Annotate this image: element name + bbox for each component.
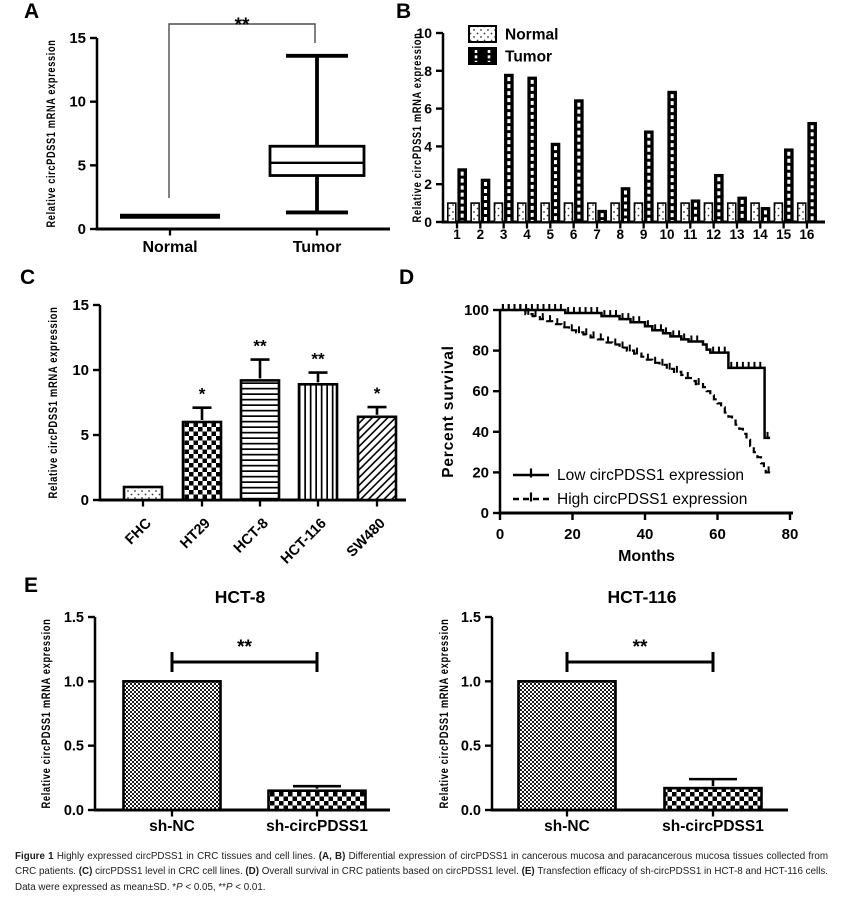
svg-text:HCT-116: HCT-116 [278,516,330,568]
panel-d-survival-curve: 0 20 40 60 80 100 Percent survival 0 20 40 60 80 Mon… [440,302,799,565]
svg-text:1.5: 1.5 [64,610,84,626]
svg-text:2: 2 [477,227,485,242]
svg-text:60: 60 [709,526,726,543]
svg-text:40: 40 [637,526,654,543]
svg-text:**: ** [311,350,325,369]
panel-e-hct8-bar-chart: 0.0 0.5 1.0 1.5 Relative circPDSS1 mRNA expr… [41,587,390,835]
svg-text:0: 0 [78,221,86,238]
svg-text:15: 15 [72,297,89,314]
svg-text:sh-circPDSS1: sh-circPDSS1 [266,818,368,835]
svg-text:10: 10 [416,25,432,41]
svg-text:0: 0 [496,526,504,543]
svg-text:10: 10 [72,362,89,379]
svg-text:2: 2 [424,176,432,192]
svg-text:10: 10 [659,227,674,242]
svg-text:High circPDSS1 expression: High circPDSS1 expression [557,491,747,508]
panel-a-box-plot: 0 5 10 15 Relative circPDSS1 mRNA expression… [46,15,390,256]
svg-text:Relative circPDSS1 mRNA expres: Relative circPDSS1 mRNA expression [46,40,58,228]
svg-text:20: 20 [472,464,489,481]
svg-text:1.5: 1.5 [461,610,481,626]
svg-text:7: 7 [593,227,601,242]
panel-c-cellline-bar-chart: 0 5 10 15 Relative circPDSS1 mRNA expression… [48,297,406,568]
panel-label-d: D [399,266,415,289]
svg-text:15: 15 [776,227,792,242]
svg-text:**: ** [253,337,267,356]
svg-text:1.0: 1.0 [64,674,84,690]
svg-text:Low circPDSS1 expression: Low circPDSS1 expression [557,467,744,484]
svg-text:9: 9 [640,227,648,242]
svg-text:0.5: 0.5 [64,739,84,755]
svg-text:12: 12 [706,227,721,242]
svg-text:100: 100 [464,302,489,319]
svg-text:Months: Months [618,548,675,565]
svg-text:Percent survival: Percent survival [440,345,457,478]
svg-text:HCT-116: HCT-116 [607,587,676,607]
panel-e-hct116-bar-chart: 0.0 0.5 1.0 1.5 Relative circPDSS1 mRNA expr… [439,587,788,835]
svg-text:Relative circPDSS1 mRNA expres: Relative circPDSS1 mRNA expression [48,307,60,499]
svg-text:4: 4 [523,227,531,242]
svg-text:Normal: Normal [505,27,558,44]
svg-text:4: 4 [424,138,432,154]
svg-text:3: 3 [500,227,508,242]
svg-text:1: 1 [453,227,461,242]
svg-text:0.0: 0.0 [64,803,84,819]
svg-text:6: 6 [570,227,578,242]
svg-text:13: 13 [729,227,745,242]
svg-text:20: 20 [564,526,581,543]
svg-text:6: 6 [424,101,432,117]
svg-text:*: * [374,384,381,403]
svg-text:sh-NC: sh-NC [149,818,195,835]
svg-text:80: 80 [782,526,799,543]
svg-text:**: ** [237,637,252,658]
svg-text:Relative circPDSS1 mRNA expres: Relative circPDSS1 mRNA expression [439,619,451,809]
svg-text:sh-NC: sh-NC [544,818,590,835]
svg-text:0.5: 0.5 [461,739,481,755]
svg-text:14: 14 [753,227,769,242]
svg-text:5: 5 [78,157,86,174]
svg-text:60: 60 [472,383,489,400]
svg-text:5: 5 [81,427,89,444]
svg-text:40: 40 [472,424,489,441]
svg-text:**: ** [235,15,250,36]
svg-text:HCT-8: HCT-8 [215,587,266,607]
svg-text:Relative circPDSS1 mRNA expres: Relative circPDSS1 mRNA expression [412,33,424,223]
svg-text:8: 8 [617,227,625,242]
figure-caption: Figure 1 Highly expressed circPDSS1 in C… [15,851,829,893]
svg-text:Relative circPDSS1 mRNA expres: Relative circPDSS1 mRNA expression [41,619,53,809]
svg-text:Tumor: Tumor [505,49,552,66]
svg-text:5: 5 [547,227,555,242]
svg-text:0: 0 [424,214,432,230]
svg-text:HT29: HT29 [177,516,213,552]
svg-text:15: 15 [69,30,86,47]
svg-text:10: 10 [69,94,86,111]
svg-text:8: 8 [424,63,432,79]
svg-text:80: 80 [472,343,489,360]
svg-text:FHC: FHC [122,515,155,548]
panel-label-e: E [24,574,39,597]
svg-text:HCT-8: HCT-8 [231,516,272,557]
svg-text:0: 0 [481,505,489,522]
svg-text:0: 0 [81,492,89,509]
svg-text:SW480: SW480 [344,516,389,561]
svg-text:1.0: 1.0 [461,674,481,690]
panel-label-c: C [20,266,36,289]
svg-text:0.0: 0.0 [461,803,481,819]
panel-label-a: A [24,0,40,23]
svg-text:*: * [199,385,206,404]
svg-text:16: 16 [799,227,815,242]
svg-text:sh-circPDSS1: sh-circPDSS1 [662,818,764,835]
panel-label-b: B [396,0,412,23]
svg-text:Normal: Normal [142,239,197,256]
svg-text:Tumor: Tumor [293,239,342,256]
svg-text:**: ** [633,637,648,658]
svg-text:11: 11 [683,227,698,242]
